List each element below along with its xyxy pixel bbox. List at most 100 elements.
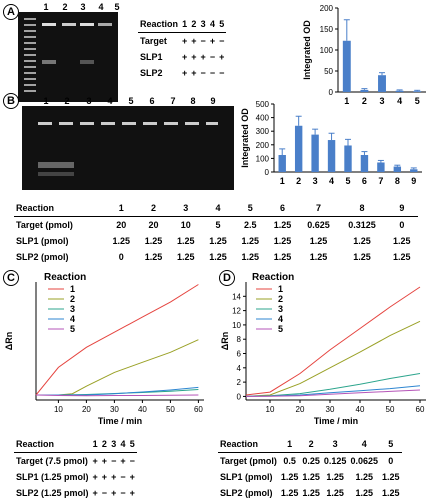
bar [395, 90, 404, 92]
y-tick-label: 200 [320, 4, 334, 13]
table-row: SLP1 (1.25 pmol) + + + − + [14, 469, 137, 485]
table-header-cell: 7 [298, 200, 339, 217]
table-header-cell: 4 [207, 16, 218, 33]
lane-label: 4 [107, 96, 113, 106]
table-header-cell: 2 [189, 16, 199, 33]
table-cell: 1.25 [273, 252, 292, 262]
table-cell: 0.5 [283, 456, 296, 466]
table-cell: 1.25 [309, 236, 328, 246]
table-header-cell: 2 [137, 200, 170, 217]
table-cell: 1.25 [355, 488, 373, 498]
table-cell: − [219, 68, 225, 78]
legend-entry: 1 [278, 284, 283, 294]
x-axis-label: Time / min [314, 416, 358, 426]
table-cell: + [129, 488, 135, 498]
x-axis-label: Time / min [98, 416, 142, 426]
y-tick-label: 6 [237, 350, 242, 359]
table-cell: 1.25 [209, 252, 227, 262]
table-cell: − [120, 488, 126, 498]
table-header-cell: 2 [99, 436, 110, 453]
table-cell: + [92, 456, 98, 466]
panel-label-d: D [219, 270, 235, 286]
table-cell: 1.25 [280, 472, 299, 482]
table-cell: + [182, 52, 188, 62]
table-cell: 1.25 [144, 252, 163, 262]
legend-title: Reaction [44, 272, 86, 283]
table-cell: + [120, 456, 126, 466]
x-tick-label: 30 [326, 405, 335, 414]
lane-label: 4 [98, 2, 104, 12]
table-cell: − [219, 36, 225, 46]
table-cell: 1.25 [302, 488, 320, 498]
table-row-label: Target [140, 36, 167, 46]
table-header-cell: 1 [278, 436, 301, 453]
table-header-cell: Reaction [14, 436, 91, 453]
table-cell: 10 [180, 220, 191, 230]
table-cell: 1.25 [393, 252, 411, 262]
legend-entry: 2 [70, 294, 75, 304]
table-header-cell: Reaction [218, 436, 279, 453]
table-cell: 1.25 [112, 236, 131, 246]
table-cell: + [200, 52, 206, 62]
lane-label: 7 [170, 96, 176, 106]
bar-chart-b: 0 100 200 300 400 500 1 2 3 4 5 6 7 8 9 Integrated OD [240, 100, 422, 186]
panel-label-b: B [3, 93, 19, 109]
lane-label: 5 [114, 2, 120, 12]
gel-image-a [18, 12, 118, 102]
x-tick-label: 9 [411, 176, 416, 186]
lane-label: 6 [149, 96, 155, 106]
x-tick-label: 2 [362, 96, 367, 106]
table-row: SLP2 (1.25 pmol) + − + − + [14, 485, 137, 501]
table-header-row: Reaction 1 2 3 4 5 [138, 16, 227, 33]
table-cell: 20 [116, 220, 127, 230]
table-cell: 1.25 [353, 236, 371, 246]
table-cell: 1.25 [355, 472, 373, 482]
bar [360, 89, 369, 92]
y-tick-label: 300 [256, 127, 270, 136]
table-cell: + [111, 472, 117, 482]
x-tick-label: 20 [296, 405, 305, 414]
lane-label: 2 [62, 2, 68, 12]
x-tick-label: 40 [138, 405, 147, 414]
panel-label-a: A [3, 4, 19, 20]
table-cell: + [101, 456, 108, 466]
bar [342, 40, 351, 92]
reaction-table-d: Reaction 1 2 3 4 5 Target (pmol) 0.5 0.25 0.125 0.… [218, 436, 402, 501]
table-cell: − [129, 456, 135, 466]
table-row: SLP2 + + − − − [138, 65, 226, 81]
table-row-label: Target (pmol) [16, 220, 73, 230]
table-cell: 1.25 [209, 236, 227, 246]
x-tick-label: 60 [416, 405, 425, 414]
table-header-cell: 1 [105, 200, 138, 217]
y-tick-label: 12 [232, 307, 241, 316]
table-cell: + [92, 472, 98, 482]
y-tick-label: 400 [256, 114, 270, 123]
series-line-5 [245, 389, 421, 397]
y-tick-label: 100 [320, 46, 334, 55]
table-cell: − [200, 68, 206, 78]
y-axis-label: ΔRn [4, 332, 14, 350]
y-tick-label: 14 [232, 292, 241, 301]
table-cell: + [191, 52, 197, 62]
table-row: Target (pmol) 20 20 10 5 2.5 1.25 0.625 0.3125 0 [14, 217, 418, 234]
x-tick-label: 60 [194, 405, 203, 414]
table-header-cell: 9 [385, 200, 418, 217]
bar [344, 145, 352, 172]
table-cell: 1.25 [326, 472, 344, 482]
table-cell: 1.25 [381, 472, 400, 482]
lane-label: 3 [80, 2, 86, 12]
table-cell: + [191, 68, 197, 78]
y-tick-label: 200 [256, 141, 270, 150]
lane-label: 3 [86, 96, 92, 106]
x-tick-label: 50 [386, 405, 395, 414]
table-header-cell: 5 [379, 436, 402, 453]
x-tick-label: 5 [345, 176, 350, 186]
table-cell: 1.25 [326, 488, 344, 498]
table-cell: 5 [215, 220, 221, 230]
legend-entry: 3 [278, 304, 283, 314]
lane-label: 1 [43, 96, 49, 106]
table-cell: 0.125 [323, 456, 347, 466]
table-row-label: SLP2 (1.25 pmol) [16, 488, 89, 498]
table-cell: 1.25 [273, 236, 292, 246]
